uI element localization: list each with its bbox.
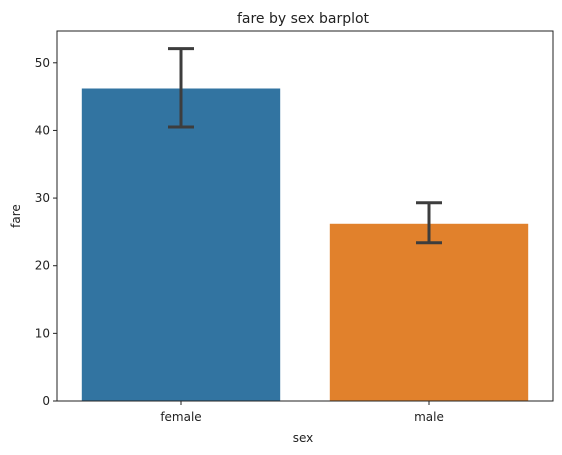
bar-female [81,88,281,402]
plot-area: female male 0 10 20 30 40 50 [35,30,554,424]
y-tick-label: 50 [35,56,50,70]
y-tick-label: 20 [35,259,50,273]
x-tick-label-male: male [414,410,444,424]
x-axis-label: sex [293,431,314,445]
error-bar-female [168,47,194,129]
y-tick-label: 30 [35,191,50,205]
y-tick-label: 0 [42,394,50,408]
y-tick-label: 40 [35,123,50,137]
axes-frame [56,30,554,402]
bar-male [329,223,529,401]
chart-title: fare by sex barplot [237,11,370,27]
error-bar-male [416,201,442,245]
y-axis-label: fare [9,204,23,228]
x-tick-label-female: female [160,410,201,424]
y-tick-label: 10 [35,326,50,340]
